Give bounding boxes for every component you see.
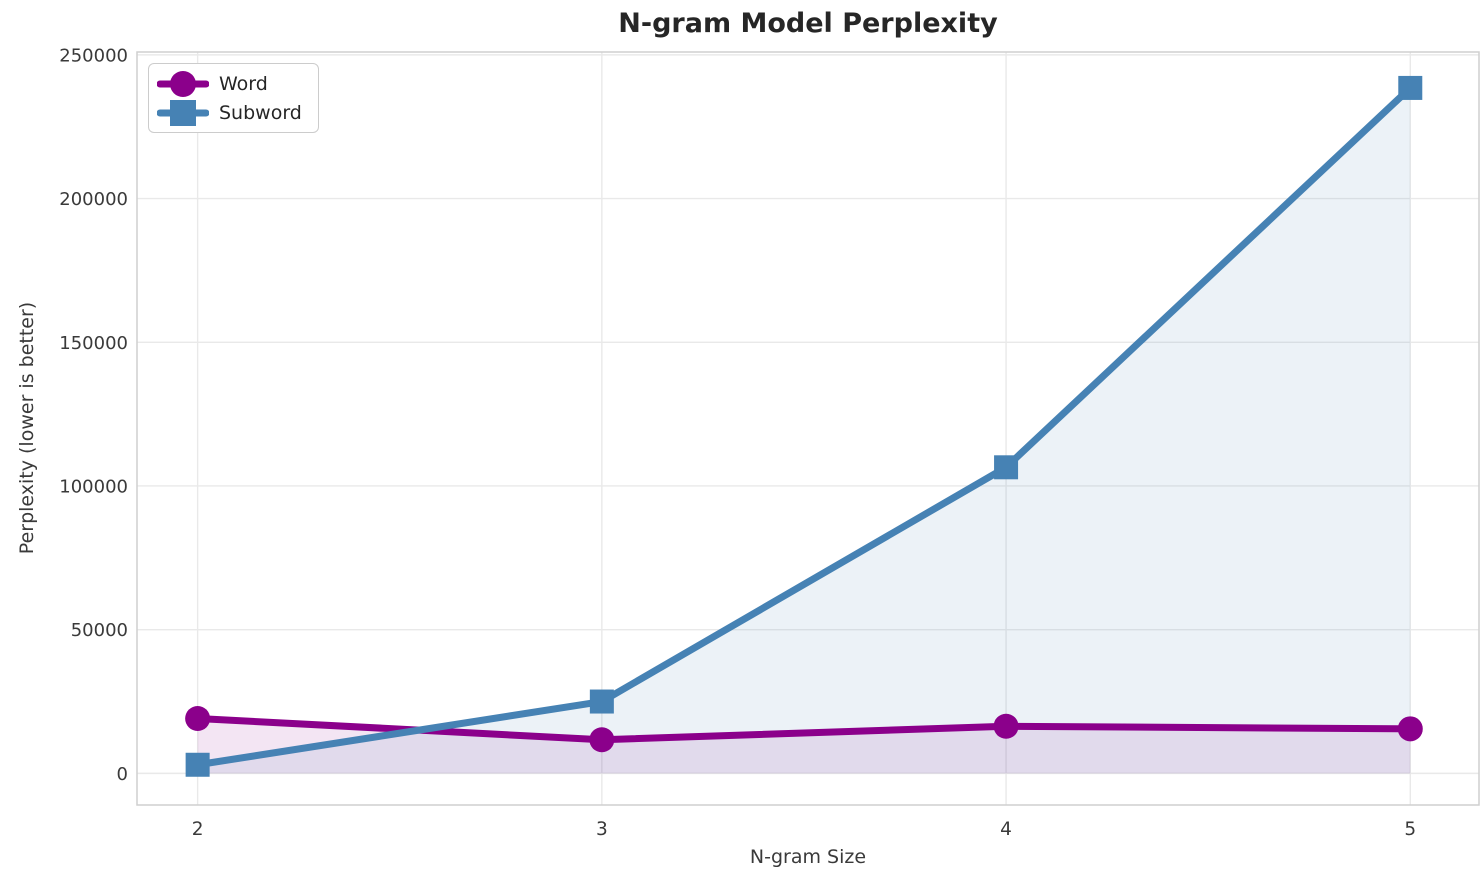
y-tick-label: 250000 — [59, 45, 128, 66]
plot-border — [136, 51, 1480, 806]
y-tick-label: 150000 — [59, 333, 128, 354]
series-line-word — [194, 714, 1414, 744]
x-tick-label: 5 — [1404, 819, 1416, 840]
y-axis-label: Perplexity (lower is better) — [16, 301, 38, 555]
legend: Word Subword — [148, 63, 319, 133]
x-tick-label: 3 — [596, 819, 608, 840]
data-point-word — [993, 713, 1019, 739]
data-point-word — [185, 705, 211, 731]
y-tick-label: 0 — [117, 764, 128, 785]
legend-item-subword: Subword — [157, 98, 302, 127]
y-tick-label: 100000 — [59, 476, 128, 497]
legend-label: Subword — [219, 101, 302, 124]
area-fill-subword — [197, 87, 1411, 774]
data-point-subword — [589, 689, 614, 714]
x-tick-label: 2 — [192, 819, 204, 840]
data-point-subword — [1398, 75, 1423, 100]
data-point-subword — [994, 455, 1019, 480]
legend-item-word: Word — [157, 69, 302, 98]
x-tick-label: 4 — [1000, 819, 1012, 840]
y-tick-label: 50000 — [71, 620, 128, 641]
data-point-word — [589, 727, 615, 753]
data-point-subword — [185, 752, 210, 777]
circle-marker-icon — [157, 70, 209, 97]
x-axis-label: N-gram Size — [749, 846, 867, 868]
data-point-word — [1397, 716, 1423, 742]
square-marker-icon — [157, 99, 209, 126]
area-fill-word — [197, 718, 1411, 774]
series-line-subword — [194, 84, 1414, 769]
legend-label: Word — [219, 72, 268, 95]
y-tick-label: 200000 — [59, 189, 128, 210]
chart-title: N-gram Model Perplexity — [618, 8, 998, 39]
